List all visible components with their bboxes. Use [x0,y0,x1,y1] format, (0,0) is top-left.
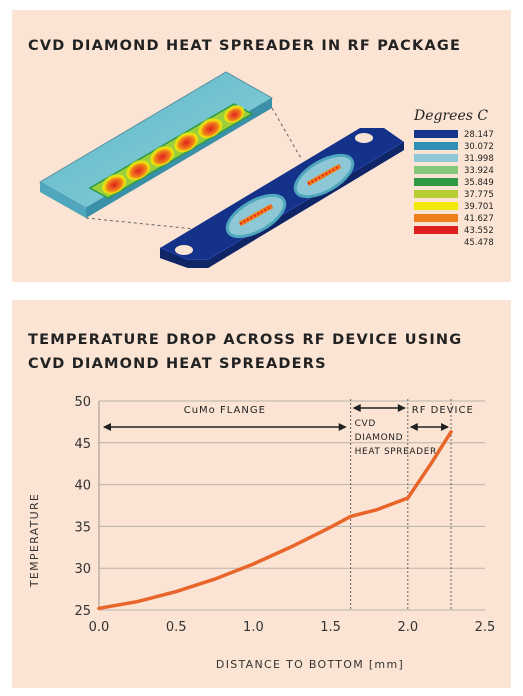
x-tick-label: 1.0 [243,620,264,635]
legend-label: 41.627 [464,214,494,224]
chart-title: TEMPERATURE DROP ACROSS RF DEVICE USING … [28,328,462,376]
rf-device-arrow [409,423,450,431]
y-tick-label: 45 [74,437,91,452]
legend-label: 33.924 [464,166,494,176]
x-tick-label: 1.5 [320,620,341,635]
enlarged-heat-spreader [39,71,273,218]
y-tick-label: 40 [74,479,91,494]
arrow-head-right [441,423,450,431]
y-tick-label: 35 [74,520,91,535]
y-axis-label: TEMPERATURE [28,493,41,588]
x-tick-label: 0.0 [89,620,110,635]
package-spreaders [225,153,355,239]
legend-label: 39.701 [464,202,494,212]
arrow-head-left [352,404,361,412]
chart-title-line-1: TEMPERATURE DROP ACROSS RF DEVICE USING [28,332,463,348]
legend-label: 45.478 [464,238,494,248]
chart-title-line-2: CVD DIAMOND HEAT SPREADERS [28,356,327,372]
legend-label: 35.849 [464,178,494,188]
arrow-head-left [103,423,111,431]
legend-swatch [414,214,458,222]
arrow-head-right [338,423,347,431]
x-axis-label: DISTANCE TO BOTTOM [mm] [216,658,404,671]
flange-label: CuMo FLANGE [184,405,266,416]
enlarged-hotspots [101,105,245,195]
arrow-head-right [397,404,406,412]
temperature-series-line [97,430,453,611]
x-axis-ticks: 0.0 0.5 1.0 1.5 2.0 2.5 [89,620,496,635]
region-annotations: CuMo FLANGE CVD DIAMOND HEAT SPREADER RF DEV… [103,399,474,610]
y-tick-label: 25 [74,604,91,619]
legend-swatch [414,202,458,210]
legend-swatch [414,130,458,138]
legend-swatch [414,166,458,174]
legend-label: 37.775 [464,190,494,200]
y-tick-label: 30 [74,562,91,577]
rf-device-label: RF DEVICE [412,405,474,416]
legend-swatch [414,178,458,186]
heat-spreader-panel: CVD DIAMOND HEAT SPREADER IN RF PACKAGE [12,10,511,282]
legend-title: Degrees C [413,108,488,124]
rf-package-flange [159,128,405,268]
legend-swatch [414,142,458,150]
temperature-legend: Degrees C 28.147 30.072 31.998 33.924 35.849… [413,108,494,248]
legend-swatch [414,226,458,234]
spreader-label-line: CVD [355,419,376,429]
spreader-arrow [352,404,406,412]
flange-arrow [103,423,347,431]
x-tick-label: 2.5 [475,620,496,635]
heatmap-illustration: Degrees C 28.147 30.072 31.998 33.924 35.849… [39,71,494,268]
temperature-chart-panel: TEMPERATURE DROP ACROSS RF DEVICE USING … [12,300,511,688]
spreader-label-line: HEAT SPREADER [355,447,437,457]
legend-swatch [414,154,458,162]
y-axis-ticks: 25 30 35 40 45 50 [74,395,91,619]
legend-label: 30.072 [464,142,494,152]
spreader-label-line: DIAMOND [355,433,403,443]
gridlines [98,400,485,611]
heatmap-title: CVD DIAMOND HEAT SPREADER IN RF PACKAGE [28,38,462,54]
y-tick-label: 50 [74,395,91,410]
temperature-line-chart: 25 30 35 40 45 50 0.0 0.5 1.0 1.5 2.0 2.5 CuMo FLA… [28,395,496,671]
legend-label: 28.147 [464,130,494,140]
spreader-label: CVD DIAMOND HEAT SPREADER [355,419,437,457]
legend-label: 31.998 [464,154,494,164]
legend-label: 43.552 [464,226,494,236]
x-tick-label: 2.0 [397,620,418,635]
x-tick-label: 0.5 [166,620,187,635]
legend-swatch [414,190,458,198]
arrow-head-left [409,423,418,431]
